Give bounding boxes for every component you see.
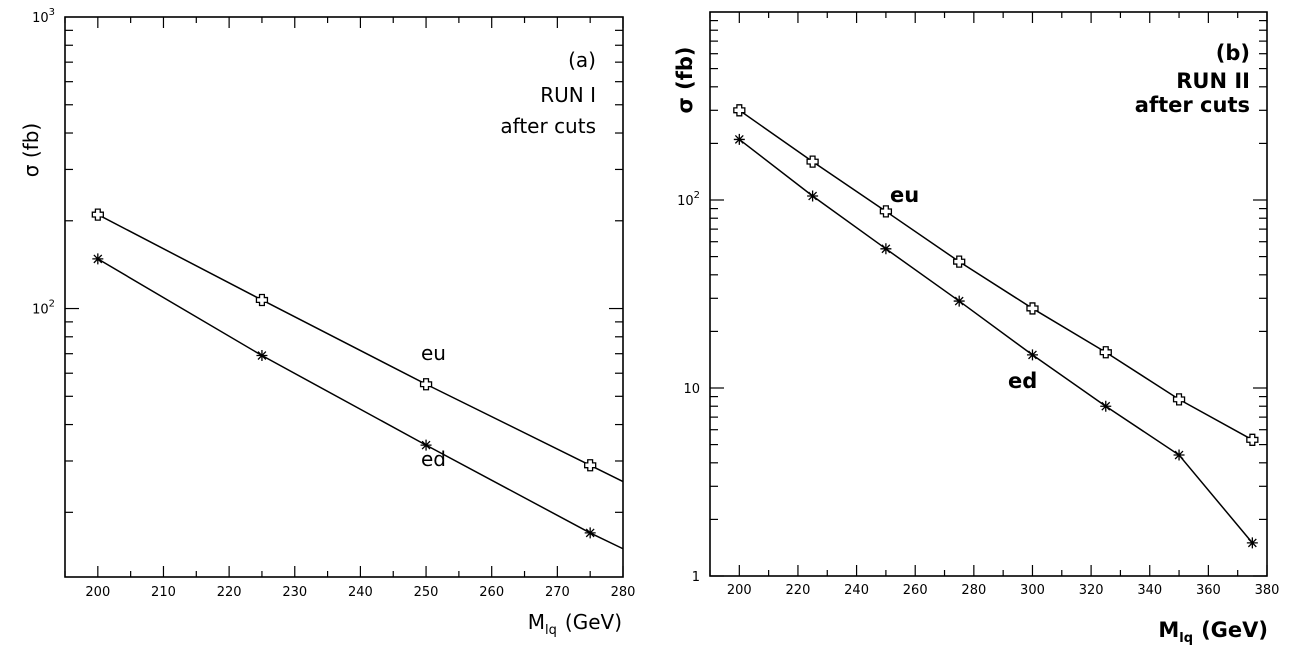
data-point-eu xyxy=(733,104,746,117)
x-tick-label: 260 xyxy=(903,583,928,598)
panel-a-annotation-line-2: after cuts xyxy=(500,114,596,138)
x-tick-label: 230 xyxy=(282,585,307,600)
panel-b-x-axis-label: Mlq (GeV) xyxy=(1158,618,1268,645)
data-point-ed xyxy=(92,253,104,265)
panel-a-x-axis-label: Mlq (GeV) xyxy=(528,610,622,638)
panel-b: 200 220 240 260 280 300 320 340 360 380 1 10 102 σ (… xyxy=(673,11,1279,645)
data-point-eu xyxy=(806,155,819,168)
panel-b-x-axis-label-unit: (GeV) xyxy=(1201,618,1268,642)
panel-a-frame xyxy=(64,16,624,578)
series-line-eu xyxy=(738,109,1253,441)
x-tick-label: 300 xyxy=(1020,583,1045,598)
data-point-eu xyxy=(419,378,433,391)
x-tick-label: 240 xyxy=(348,585,373,600)
data-point-ed xyxy=(1026,349,1038,361)
y-tick-label: 102 xyxy=(32,299,55,318)
panel-a-x-axis-label-unit: (GeV) xyxy=(565,610,622,634)
panel-b-plot-area xyxy=(733,104,1259,549)
data-point-eu xyxy=(255,293,269,307)
data-point-ed xyxy=(256,350,268,362)
data-point-eu xyxy=(879,205,893,218)
panel-b-frame xyxy=(709,11,1268,577)
series-line-ed xyxy=(738,138,1253,544)
x-tick-label: 270 xyxy=(545,585,570,600)
data-point-ed xyxy=(807,190,819,202)
x-tick-label: 280 xyxy=(611,585,636,600)
panel-a-plot-area xyxy=(91,208,624,550)
data-point-eu xyxy=(1099,346,1112,359)
data-point-ed xyxy=(953,295,965,307)
series-line-eu xyxy=(97,213,624,483)
data-point-ed xyxy=(733,133,745,145)
panel-b-annotation-line-1: RUN II xyxy=(1176,69,1250,93)
panel-a-label: (a) xyxy=(568,48,596,72)
data-point-eu xyxy=(1026,302,1039,315)
x-tick-label: 220 xyxy=(217,585,242,600)
panel-a: 200 210 220 230 240 250 260 270 280 102 103 σ (fb)… xyxy=(19,7,635,638)
y-tick-label: 10 xyxy=(683,382,700,397)
y-tick-label: 102 xyxy=(677,190,700,209)
panel-b-tick-labels: 200 220 240 260 280 300 320 340 360 380 1 10 102 xyxy=(677,190,1279,598)
panel-a-annotation-line-1: RUN I xyxy=(540,83,596,107)
x-tick-label: 200 xyxy=(85,585,110,600)
data-point-eu xyxy=(953,255,966,268)
panel-b-y-axis-label: σ (fb) xyxy=(673,46,697,113)
data-point-ed xyxy=(1173,449,1185,461)
x-tick-label: 250 xyxy=(414,585,439,600)
x-tick-label: 320 xyxy=(1079,583,1104,598)
series-line-ed xyxy=(97,258,624,550)
panel-b-label: (b) xyxy=(1216,41,1250,65)
data-point-ed xyxy=(1100,400,1112,412)
data-point-eu xyxy=(91,208,104,221)
panel-b-ticks xyxy=(709,12,1268,577)
y-tick-label: 1 xyxy=(692,570,700,585)
panel-a-series-label-eu: eu xyxy=(421,341,446,365)
x-tick-label: 340 xyxy=(1137,583,1162,598)
panel-b-x-axis-label-main: M xyxy=(1158,618,1179,642)
data-point-ed xyxy=(1246,537,1258,549)
panel-a-x-axis-label-sub: lq xyxy=(545,623,557,638)
data-point-eu xyxy=(1246,433,1259,446)
x-tick-label: 200 xyxy=(727,583,752,598)
data-point-eu xyxy=(1172,393,1186,406)
panel-a-y-axis-label: σ (fb) xyxy=(19,123,43,177)
data-point-ed xyxy=(584,527,596,539)
panel-a-series-label-ed: ed xyxy=(421,447,446,471)
data-point-ed xyxy=(880,243,892,255)
panel-b-annotation-line-2: after cuts xyxy=(1135,93,1250,117)
x-tick-label: 240 xyxy=(844,583,869,598)
panel-a-ticks xyxy=(64,17,624,577)
panel-b-x-axis-label-sub: lq xyxy=(1179,631,1193,645)
x-tick-label: 260 xyxy=(479,585,504,600)
x-tick-label: 280 xyxy=(961,583,986,598)
x-tick-label: 360 xyxy=(1196,583,1221,598)
panel-a-x-axis-label-main: M xyxy=(528,610,545,634)
data-point-ed xyxy=(420,439,432,451)
x-tick-label: 220 xyxy=(786,583,811,598)
panel-b-series-label-ed: ed xyxy=(1008,369,1037,393)
x-tick-label: 380 xyxy=(1255,583,1280,598)
x-tick-label: 210 xyxy=(151,585,176,600)
data-point-eu xyxy=(584,459,597,472)
panel-b-series-label-eu: eu xyxy=(890,183,919,207)
y-tick-label: 103 xyxy=(32,7,55,26)
panel-a-tick-labels: 200 210 220 230 240 250 260 270 280 102 103 xyxy=(32,7,635,600)
